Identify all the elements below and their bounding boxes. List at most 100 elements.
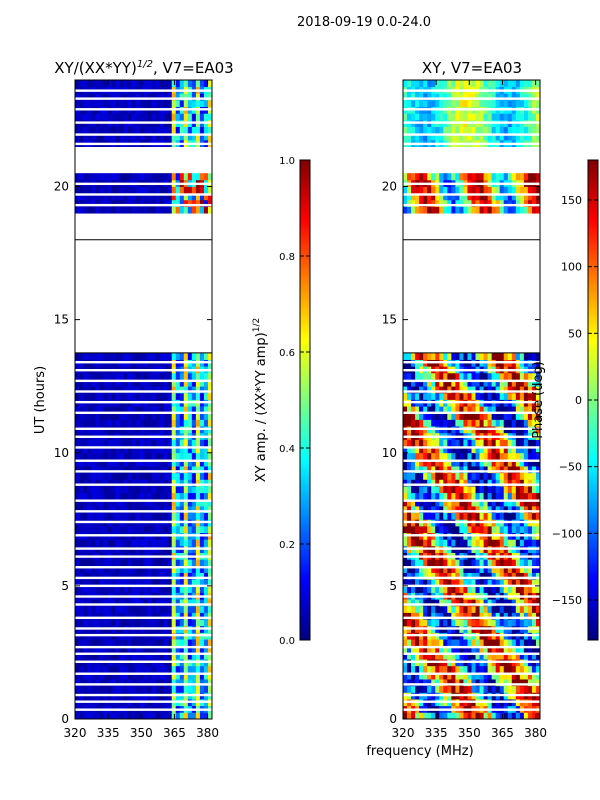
- left-heat-cell: [147, 199, 152, 207]
- left-heat-cell: [187, 619, 193, 627]
- right-heat-cell: [439, 186, 444, 194]
- right-heat-cell: [519, 419, 525, 427]
- right-heat-cell: [527, 579, 533, 587]
- right-heat-cell: [507, 372, 513, 380]
- right-heat-cell: [403, 199, 408, 207]
- left-heat-cell: [83, 446, 88, 454]
- left-heat-cell: [167, 525, 173, 534]
- left-heat-cell: [75, 419, 80, 427]
- left-heatmap: [75, 80, 213, 720]
- left-heat-cell: [203, 679, 209, 687]
- left-heat-cell: [175, 193, 181, 201]
- right-heat-cell: [511, 679, 517, 687]
- left-heat-cell: [163, 572, 169, 580]
- left-heat-cell: [79, 652, 84, 660]
- left-heat-cell: [123, 559, 128, 567]
- left-heat-cell: [183, 579, 189, 587]
- right-heat-cell: [447, 173, 452, 181]
- right-heat-cell: [503, 459, 509, 467]
- left-heat-cell: [79, 479, 84, 487]
- left-heat-cell: [203, 386, 209, 394]
- left-heat-cell: [167, 565, 173, 573]
- right-heat-cell: [451, 459, 456, 467]
- left-heat-cell: [123, 352, 128, 360]
- left-heat-cell: [147, 685, 152, 693]
- left-heat-cell: [175, 665, 181, 673]
- left-heat-cell: [151, 386, 156, 394]
- right-heat-cell: [451, 512, 456, 520]
- left-heat-cell: [119, 193, 124, 201]
- left-heat-cell: [203, 605, 209, 613]
- left-heat-cell: [187, 685, 193, 693]
- right-heat-cell: [519, 565, 525, 573]
- right-heat-cell: [523, 499, 529, 507]
- right-heat-cell: [519, 672, 525, 680]
- left-heat-cell: [195, 199, 201, 207]
- right-heat-cell: [511, 572, 517, 580]
- left-heat-cell: [163, 605, 169, 613]
- right-heat-cell: [519, 472, 525, 480]
- right-heat-cell: [515, 559, 521, 567]
- right-heat-cell: [503, 392, 509, 400]
- right-heat-cell: [419, 439, 424, 447]
- right-heat-cell: [495, 486, 501, 494]
- left-heat-cell: [191, 506, 197, 514]
- right-flag-line: [403, 708, 540, 711]
- right-flag-line: [403, 133, 540, 136]
- left-heat-cell: [203, 512, 209, 520]
- right-heat-cell: [511, 579, 517, 587]
- right-heat-cell: [499, 512, 505, 520]
- right-heat-cell: [487, 525, 493, 534]
- right-heat-cell: [483, 685, 489, 693]
- right-heat-cell: [403, 539, 408, 547]
- left-heat-cell: [183, 199, 189, 207]
- left-heat-cell: [207, 452, 213, 460]
- left-heat-cell: [187, 392, 193, 400]
- left-heat-cell: [123, 419, 128, 427]
- left-heat-cell: [127, 672, 132, 680]
- left-heat-cell: [191, 565, 197, 573]
- right-heat-cell: [435, 506, 440, 514]
- left-flag-line: [75, 520, 212, 524]
- right-heat-cell: [411, 685, 416, 693]
- left-heat-cell: [83, 459, 88, 467]
- left-heat-cell: [79, 446, 84, 454]
- right-heat-cell: [447, 559, 452, 567]
- right-heat-cell: [443, 412, 448, 420]
- left-heat-cell: [131, 525, 136, 534]
- left-heat-cell: [79, 466, 84, 474]
- right-heat-cell: [455, 639, 460, 647]
- right-heat-cell: [487, 439, 493, 447]
- left-heat-cell: [155, 645, 161, 653]
- right-heat-cell: [535, 113, 541, 121]
- right-heat-cell: [455, 619, 460, 627]
- left-heat-cell: [155, 459, 161, 467]
- left-heat-cell: [127, 459, 132, 467]
- left-heat-cell: [207, 612, 213, 620]
- right-heat-cell: [515, 479, 521, 487]
- right-heat-cell: [483, 712, 489, 720]
- left-heat-cell: [75, 612, 80, 620]
- left-flag-line: [75, 133, 212, 136]
- left-heat-cell: [195, 605, 201, 613]
- left-heat-cell: [127, 412, 132, 420]
- left-heat-cell: [147, 372, 152, 380]
- left-heat-cell: [139, 186, 144, 194]
- right-heat-cell: [423, 652, 428, 660]
- left-heat-cell: [183, 392, 189, 400]
- left-heat-cell: [159, 386, 165, 394]
- right-heat-cell: [487, 452, 493, 460]
- left-heat-cell: [103, 93, 108, 101]
- left-heat-cell: [183, 599, 189, 607]
- right-heat-cell: [523, 479, 529, 487]
- right-heat-cell: [423, 492, 428, 500]
- left-heat-cell: [175, 379, 181, 387]
- left-heat-cell: [143, 619, 148, 627]
- left-heat-cell: [171, 559, 177, 567]
- left-heat-cell: [83, 665, 88, 673]
- left-heat-cell: [115, 652, 120, 660]
- left-heat-cell: [87, 452, 92, 460]
- left-heat-cell: [75, 539, 80, 547]
- right-heat-cell: [419, 126, 424, 134]
- left-heat-cell: [171, 652, 177, 660]
